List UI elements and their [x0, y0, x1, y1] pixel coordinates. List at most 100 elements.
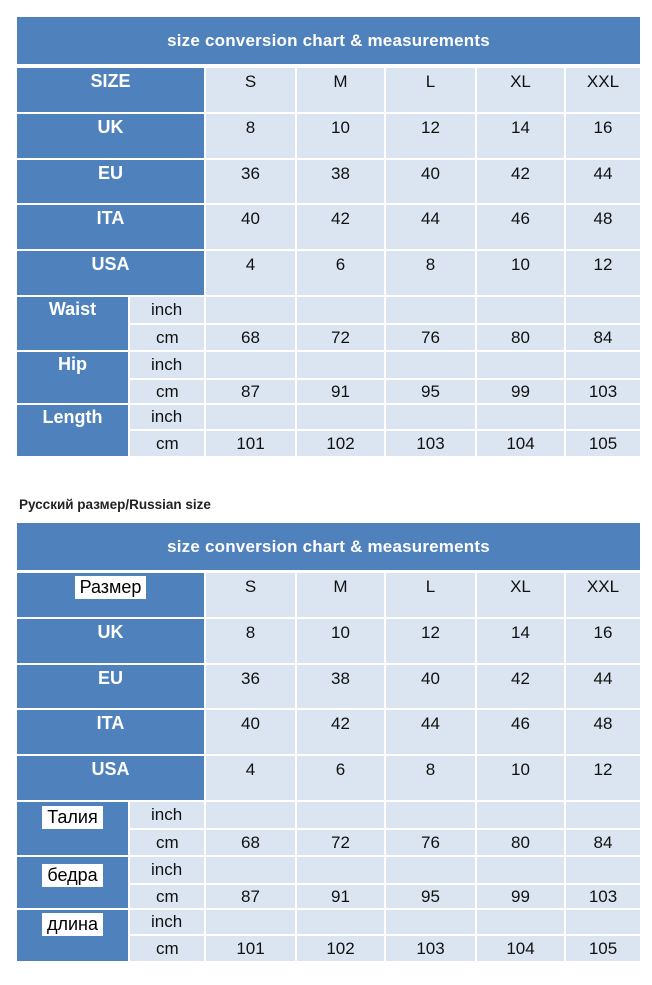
table-cell: 10 [477, 756, 564, 800]
table-cell: 44 [386, 710, 475, 754]
table-cell: 103 [566, 885, 640, 908]
row-label-waist: Талия [17, 802, 128, 855]
table-cell: 68 [206, 830, 295, 855]
row-label-waist: Waist [17, 297, 128, 350]
unit-label-inch: inch [130, 802, 204, 828]
table-cell: 10 [477, 251, 564, 295]
size-xxl: XXL [566, 68, 640, 112]
table-cell: 38 [297, 665, 384, 708]
table-cell: 8 [206, 619, 295, 663]
chart-title: size conversion chart & measurements [17, 523, 640, 570]
table-cell [477, 352, 564, 378]
size-s: S [206, 573, 295, 617]
table-cell: 80 [477, 325, 564, 350]
table-cell: 104 [477, 431, 564, 456]
table-cell: 84 [566, 325, 640, 350]
table-cell: 14 [477, 114, 564, 158]
table-cell: 16 [566, 619, 640, 663]
table-cell: 16 [566, 114, 640, 158]
table-cell: 105 [566, 431, 640, 456]
table-cell: 101 [206, 431, 295, 456]
table-cell: 44 [566, 665, 640, 708]
row-label-ita: ITA [17, 205, 204, 249]
table-cell [386, 910, 475, 934]
table-cell: 80 [477, 830, 564, 855]
table-cell: 36 [206, 665, 295, 708]
table-cell: 76 [386, 830, 475, 855]
table-cell: 38 [297, 160, 384, 203]
unit-label-cm: cm [130, 380, 204, 403]
size-s: S [206, 68, 295, 112]
table-cell: 12 [386, 114, 475, 158]
table-cell: 40 [206, 710, 295, 754]
table-cell: 6 [297, 756, 384, 800]
unit-label-inch: inch [130, 857, 204, 883]
row-label-ita: ITA [17, 710, 204, 754]
size-header-label: Размер [17, 573, 204, 617]
size-m: M [297, 68, 384, 112]
table-cell: 12 [566, 251, 640, 295]
table-cell: 87 [206, 380, 295, 403]
table-cell: 84 [566, 830, 640, 855]
table-cell [297, 802, 384, 828]
table-cell [566, 297, 640, 323]
table-cell: 103 [566, 380, 640, 403]
table-cell: 101 [206, 936, 295, 961]
russian-size-caption: Русский размер/Russian size [19, 497, 211, 512]
table-cell [566, 802, 640, 828]
table-cell: 99 [477, 380, 564, 403]
table-cell: 91 [297, 380, 384, 403]
table-cell: 76 [386, 325, 475, 350]
table-cell [386, 802, 475, 828]
row-label-hip: бедра [17, 857, 128, 908]
table-cell: 105 [566, 936, 640, 961]
table-cell: 10 [297, 619, 384, 663]
table-cell [297, 405, 384, 429]
row-label-uk: UK [17, 114, 204, 158]
table-cell [386, 405, 475, 429]
table-cell [386, 352, 475, 378]
row-label-usa: USA [17, 756, 204, 800]
table-cell: 99 [477, 885, 564, 908]
length-label-text: длина [41, 913, 103, 936]
table-cell: 44 [386, 205, 475, 249]
size-chart-table-1: size conversion chart & measurements SIZ… [0, 0, 652, 480]
table-cell [206, 352, 295, 378]
table-cell [206, 910, 295, 934]
table-cell: 72 [297, 830, 384, 855]
waist-label-text: Талия [42, 806, 103, 829]
table-cell: 48 [566, 710, 640, 754]
row-label-uk: UK [17, 619, 204, 663]
table-cell: 4 [206, 251, 295, 295]
unit-label-inch: inch [130, 405, 204, 429]
table-cell [566, 857, 640, 883]
table-cell [477, 802, 564, 828]
table-cell: 12 [566, 756, 640, 800]
table-cell [566, 352, 640, 378]
table-cell: 95 [386, 380, 475, 403]
row-label-length: длина [17, 910, 128, 961]
table-cell: 40 [386, 665, 475, 708]
table-cell [566, 910, 640, 934]
row-label-eu: EU [17, 160, 204, 203]
table-cell [477, 910, 564, 934]
table-cell [206, 405, 295, 429]
table-cell: 91 [297, 885, 384, 908]
table-cell: 42 [297, 205, 384, 249]
size-header-label: SIZE [17, 68, 204, 112]
row-label-length: Length [17, 405, 128, 456]
table-cell: 103 [386, 936, 475, 961]
table-cell: 46 [477, 710, 564, 754]
table-cell: 14 [477, 619, 564, 663]
table-cell: 48 [566, 205, 640, 249]
size-l: L [386, 68, 475, 112]
table-cell [206, 802, 295, 828]
table-cell: 40 [386, 160, 475, 203]
table-cell: 8 [206, 114, 295, 158]
table-cell [566, 405, 640, 429]
table-cell: 44 [566, 160, 640, 203]
unit-label-cm: cm [130, 431, 204, 456]
size-m: M [297, 573, 384, 617]
table-cell [477, 857, 564, 883]
table-cell [297, 297, 384, 323]
